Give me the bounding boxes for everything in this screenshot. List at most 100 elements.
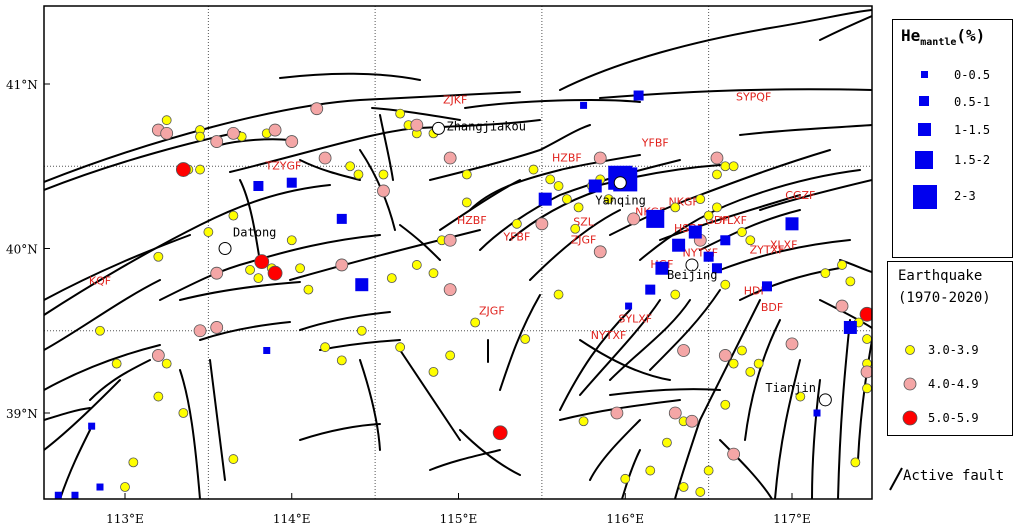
fault-label: ZJGF (479, 304, 505, 317)
earthquake-marker (310, 102, 324, 116)
fault-label: YLXF (719, 214, 747, 227)
helium-legend-label-3: 1.5-2 (954, 153, 991, 167)
earthquake-marker (695, 194, 706, 205)
earthquake-marker (295, 263, 305, 274)
lon-tick-label: 116°E (606, 512, 644, 526)
earthquake-marker (753, 358, 764, 369)
helium-legend-square-3 (915, 151, 933, 169)
earthquake-marker (377, 184, 390, 198)
fault-line (469, 169, 561, 211)
fault-label: KQF (89, 275, 111, 288)
earthquake-marker (685, 414, 699, 428)
helium-sample-marker (843, 320, 857, 334)
earthquake-marker (345, 161, 356, 172)
earthquake-marker (845, 276, 856, 287)
earthquake-marker (720, 399, 731, 410)
helium-legend: Hemantle(%) 0-0.5 0.5-1 1-1.5 1.5-2 2-3 (892, 19, 1013, 258)
helium-sample-marker (646, 209, 665, 228)
earthquake-marker (718, 349, 732, 362)
earthquake-legend: Earthquake (1970-2020) 3.0-3.9 4.0-4.9 5… (887, 261, 1013, 436)
helium-legend-label-4: 2-3 (954, 189, 976, 203)
earthquake-marker (356, 325, 367, 336)
city-marker (685, 258, 699, 272)
fault-line (509, 189, 601, 241)
fault-line (464, 99, 641, 109)
fault-line (299, 159, 361, 181)
fault-line (179, 281, 301, 301)
earthquake-marker (561, 194, 572, 205)
earthquake-marker (268, 123, 282, 137)
earthquake-marker (620, 473, 631, 484)
helium-legend-label-0: 0-0.5 (954, 68, 991, 82)
earthquake-marker (668, 406, 682, 420)
earthquake-marker (378, 169, 389, 180)
fault-line (399, 224, 441, 261)
earthquake-marker (703, 465, 714, 476)
earthquake-marker (593, 245, 607, 259)
fault-line (479, 159, 681, 251)
fault-label: ZJGF (571, 234, 597, 247)
helium-legend-square-1 (919, 96, 929, 106)
earthquake-marker (720, 279, 731, 290)
helium-sample-marker (263, 346, 271, 354)
fault-line (429, 124, 591, 181)
helium-sample-marker (761, 281, 772, 292)
helium-sample-marker (88, 422, 96, 430)
fault-label: BDF (761, 301, 783, 314)
earthquake-marker (573, 202, 584, 213)
earthquake-marker (160, 126, 174, 140)
fault-line (774, 359, 801, 499)
fault-line (739, 124, 872, 136)
city-label: Datong (233, 226, 276, 240)
earthquake-marker (461, 197, 472, 208)
helium-sample-marker (672, 238, 686, 252)
city-label: Zhangjiakou (446, 119, 525, 133)
city-label: Tianjin (765, 381, 816, 395)
earthquake-marker (727, 447, 741, 461)
fault-label: CGZF (785, 189, 815, 202)
fault-line (44, 279, 161, 351)
earthquake-marker (178, 408, 189, 418)
lat-tick-label: 39°N (6, 407, 38, 421)
earthquake-marker (386, 273, 397, 284)
fault-legend-symbol (889, 467, 903, 491)
earthquake-marker (703, 210, 714, 221)
helium-legend-title-sub: mantle (920, 37, 957, 49)
earthquake-marker (151, 349, 165, 362)
earthquake-marker (610, 406, 624, 420)
earthquake-marker (677, 344, 691, 357)
earthquake-marker (520, 334, 531, 344)
earthquake-marker (286, 235, 297, 246)
earthquake-marker (728, 358, 739, 369)
earthquake-marker (395, 342, 406, 353)
helium-sample-marker (54, 491, 62, 499)
fault-line (199, 321, 291, 341)
fault-label: TZYGF (264, 160, 301, 173)
earthquake-marker (303, 284, 314, 295)
fault-line (674, 299, 761, 499)
fault-label: HZBF (457, 214, 487, 227)
earthquake-marker (395, 108, 406, 119)
earthquake-marker (511, 218, 522, 229)
fault-line (719, 239, 851, 271)
fault-line (279, 72, 421, 81)
fault-line (359, 359, 381, 451)
earthquake-legend-label-1: 4.0-4.9 (928, 377, 979, 391)
fault-line (499, 294, 541, 391)
helium-legend-square-2 (918, 123, 931, 136)
fault-label: SZL (573, 215, 595, 228)
earthquake-legend-circle-0 (905, 345, 915, 355)
helium-sample-marker (720, 235, 731, 246)
fault-line (59, 429, 91, 499)
helium-sample-marker (336, 213, 347, 224)
fault-line (44, 234, 191, 301)
fault-line (719, 439, 773, 499)
earthquake-marker (203, 227, 214, 237)
earthquake-marker (285, 135, 299, 148)
earthquake-marker (553, 181, 564, 191)
helium-legend-symbols (913, 71, 937, 209)
earthquake-marker (645, 465, 656, 476)
earthquake-marker (492, 425, 508, 441)
lat-tick-label: 40°N (6, 243, 38, 257)
helium-sample-marker (633, 90, 644, 101)
